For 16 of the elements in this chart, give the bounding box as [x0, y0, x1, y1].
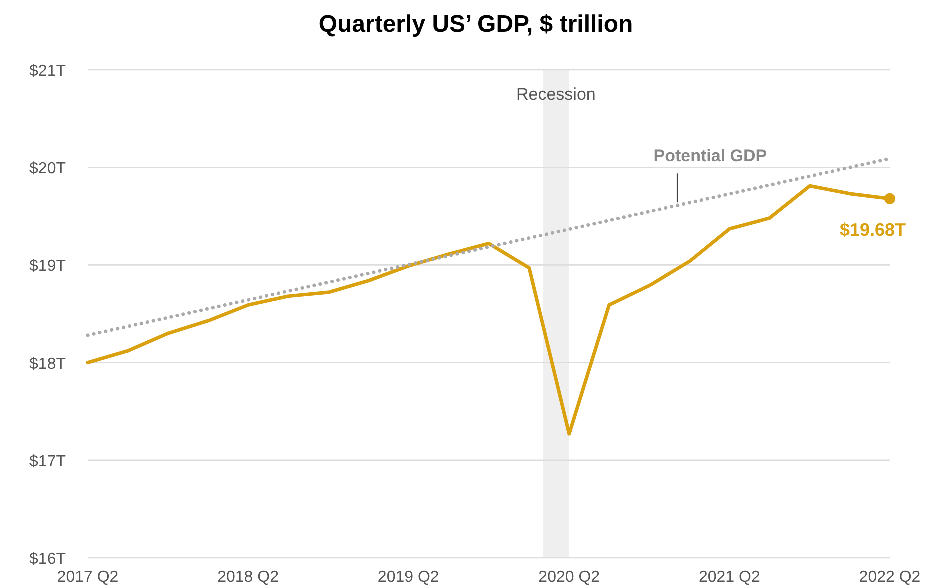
series-label: Potential GDP	[654, 146, 768, 166]
x-tick-label: 2018 Q2	[218, 569, 280, 586]
y-tick-label: $18T	[30, 356, 66, 373]
data-label: $19.68T	[840, 220, 906, 240]
band-label: Recession	[516, 85, 596, 104]
y-tick-label: $20T	[30, 160, 66, 178]
x-tick-label: 2020 Q2	[538, 569, 600, 586]
y-tick-label: $19T	[30, 258, 66, 276]
y-tick-label: $17T	[30, 453, 66, 470]
y-tick-label: $16T	[30, 551, 66, 568]
x-tick-label: 2022 Q2	[859, 569, 921, 586]
x-tick-label: 2021 Q2	[698, 569, 760, 586]
y-tick-label: $21T	[30, 63, 66, 80]
x-tick-label: 2017 Q2	[57, 569, 119, 586]
chart-title: Quarterly US’ GDP, $ trillion	[318, 11, 634, 38]
x-tick-label: 2019 Q2	[378, 569, 440, 586]
